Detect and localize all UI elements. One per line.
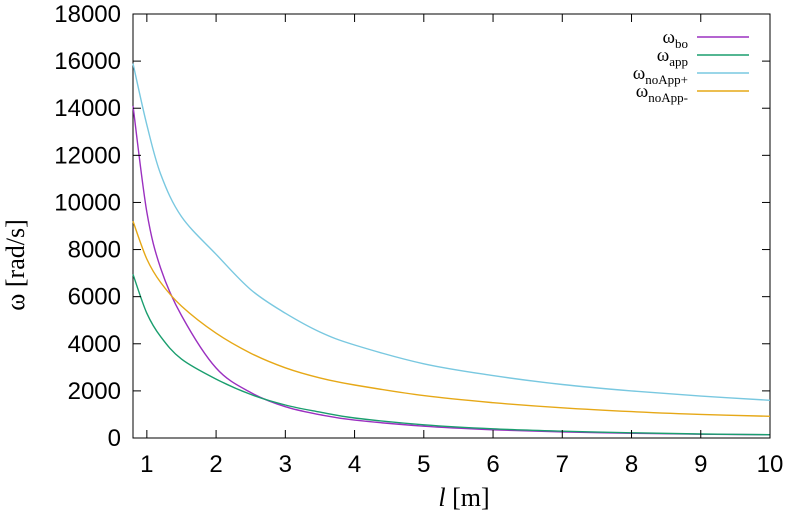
- legend-label-symbol: ω: [633, 63, 646, 84]
- series-line-noApp+: [132, 63, 771, 401]
- legend-label-symbol: ω: [636, 81, 649, 102]
- series-line-app: [132, 274, 771, 436]
- x-tick-label: 3: [279, 451, 292, 478]
- series-lines: [132, 63, 771, 436]
- plot-area: [132, 13, 771, 439]
- axis-ticks: 1 2 3 4 5 6 7 8 9 10 0 2000 4000 6000 8000 10000 12000 14…: [54, 1, 783, 478]
- plot-frame: [132, 13, 771, 439]
- y-tick-label: 0: [108, 425, 121, 452]
- x-tick-label: 4: [348, 451, 361, 478]
- legend-label-subscript: noApp-: [648, 90, 688, 105]
- legend-label: ωapp: [657, 45, 688, 69]
- x-tick-label: 8: [625, 451, 638, 478]
- series-line-noApp-: [132, 221, 771, 417]
- legend-label-subscript: bo: [675, 36, 688, 51]
- y-axis-label: ω [rad/s]: [1, 219, 30, 310]
- x-axis-label-symbol: l: [438, 483, 445, 512]
- legend-entry-noApp+: ωnoApp+: [633, 63, 749, 87]
- y-tick-label: 10000: [54, 189, 121, 216]
- y-tick-label: 2000: [68, 378, 121, 405]
- y-tick-label: 18000: [54, 1, 121, 28]
- legend-entry-noApp-: ωnoApp-: [636, 81, 749, 105]
- legend-entry-bo: ωbo: [662, 27, 749, 51]
- legend-entry-app: ωapp: [657, 45, 749, 69]
- y-tick-label: 12000: [54, 142, 121, 169]
- legend-label-symbol: ω: [657, 45, 670, 66]
- x-tick-label: 5: [417, 451, 430, 478]
- x-tick-label: 6: [486, 451, 499, 478]
- legend-label-subscript: noApp+: [645, 72, 688, 87]
- x-axis-label-unit: [m]: [446, 483, 490, 512]
- x-tick-label: 10: [757, 451, 784, 478]
- x-tick-label: 1: [140, 451, 153, 478]
- legend-label-subscript: app: [669, 54, 688, 69]
- legend-label-symbol: ω: [662, 27, 675, 48]
- y-tick-label: 16000: [54, 48, 121, 75]
- legend-label: ωnoApp-: [636, 81, 688, 105]
- x-axis-label: l [m]: [438, 483, 489, 512]
- y-tick-label: 8000: [68, 237, 121, 264]
- x-tick-label: 2: [209, 451, 222, 478]
- y-tick-label: 6000: [68, 284, 121, 311]
- y-tick-label: 4000: [68, 331, 121, 358]
- legend-label: ωnoApp+: [633, 63, 688, 87]
- x-tick-label: 9: [694, 451, 707, 478]
- y-tick-label: 14000: [54, 95, 121, 122]
- legend-label: ωbo: [662, 27, 688, 51]
- x-tick-label: 7: [556, 451, 569, 478]
